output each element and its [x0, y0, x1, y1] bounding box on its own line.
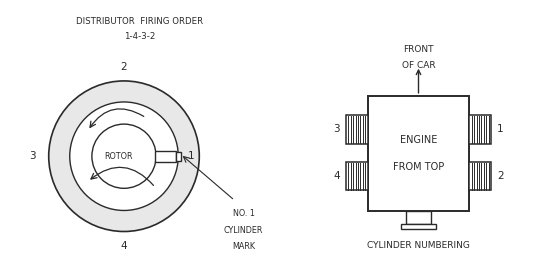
Bar	[155, 151, 176, 162]
Text: FRONT: FRONT	[403, 45, 434, 54]
Text: 3: 3	[29, 151, 35, 161]
Text: 1: 1	[188, 151, 195, 161]
Text: NO. 1: NO. 1	[233, 209, 254, 218]
Text: MARK: MARK	[232, 242, 255, 252]
Circle shape	[70, 102, 178, 211]
Circle shape	[92, 124, 156, 188]
Text: 1: 1	[497, 124, 504, 134]
Bar	[346, 115, 368, 144]
Text: 1-4-3-2: 1-4-3-2	[124, 32, 155, 41]
Bar	[469, 115, 491, 144]
Text: 2: 2	[497, 171, 504, 181]
Bar	[176, 152, 181, 161]
Text: 3: 3	[333, 124, 340, 134]
Text: 4: 4	[121, 241, 127, 251]
Bar	[368, 96, 469, 211]
Text: ENGINE: ENGINE	[400, 135, 437, 145]
Text: 2: 2	[121, 61, 127, 71]
Text: CYLINDER: CYLINDER	[224, 226, 263, 235]
Bar	[406, 211, 431, 224]
Text: OF CAR: OF CAR	[402, 61, 435, 70]
Text: ROTOR: ROTOR	[104, 152, 133, 161]
Bar	[469, 161, 491, 191]
Text: FROM TOP: FROM TOP	[393, 162, 444, 172]
Text: CYLINDER NUMBERING: CYLINDER NUMBERING	[367, 241, 470, 250]
Bar	[401, 224, 436, 229]
Bar	[346, 161, 368, 191]
Circle shape	[49, 81, 199, 232]
Text: DISTRIBUTOR  FIRING ORDER: DISTRIBUTOR FIRING ORDER	[76, 17, 203, 26]
Text: 4: 4	[333, 171, 340, 181]
